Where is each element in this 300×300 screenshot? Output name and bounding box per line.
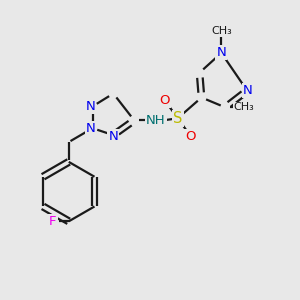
Text: F: F — [49, 215, 57, 228]
Text: NH: NH — [146, 114, 166, 127]
Text: CH₃: CH₃ — [234, 102, 254, 112]
Text: N: N — [86, 100, 95, 113]
Text: O: O — [160, 94, 170, 107]
Text: N: N — [86, 122, 95, 135]
Text: N: N — [243, 84, 253, 97]
Text: N: N — [217, 46, 226, 59]
Text: S: S — [173, 111, 182, 126]
Text: O: O — [185, 130, 196, 142]
Text: CH₃: CH₃ — [211, 26, 232, 36]
Text: N: N — [109, 130, 118, 142]
